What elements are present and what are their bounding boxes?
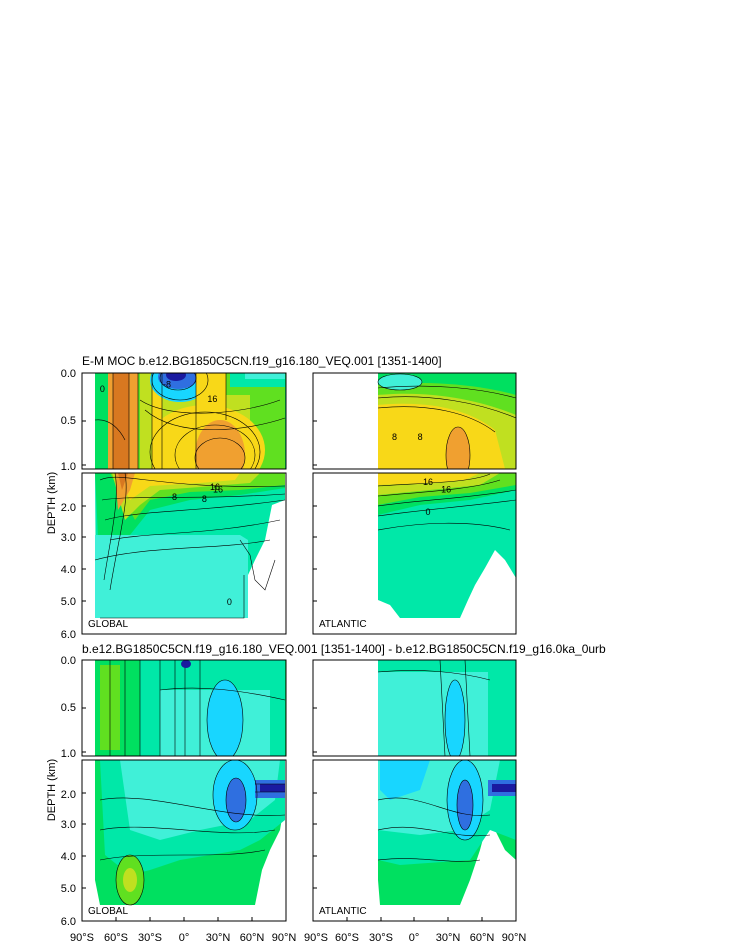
bottom-atlantic-upper-field	[313, 660, 516, 756]
top-atlantic-lower-field: 16	[313, 473, 516, 634]
y-ticks-bottom: 0.0 0.5 1.0 2.0 3.0 4.0 5.0 6.0	[61, 655, 76, 928]
contour-label-16-atl: 16	[423, 477, 433, 487]
y-tick-label: 3.0	[61, 819, 76, 831]
contour-value-label: 0	[227, 597, 232, 607]
bottom-global-upper-field	[82, 660, 286, 756]
contour-value-label: 16	[207, 394, 217, 404]
top-figure-title: E-M MOC b.e12.BG1850C5CN.f19_g16.180_VEQ…	[82, 354, 442, 368]
y-tick-label: 0.5	[61, 415, 76, 427]
y-tick-label: 4.0	[61, 851, 76, 863]
y-tick-label: 0.0	[61, 655, 76, 667]
x-tick-label: 90°N	[272, 932, 297, 944]
x-ticks-atlantic: 90°S 60°S 30°S 0° 30°N 60°N 90°N	[304, 932, 526, 944]
x-tick-label: 30°N	[436, 932, 461, 944]
y-tick-label: 0.0	[61, 368, 76, 380]
contour-value-label: 8	[202, 494, 207, 504]
y-tick-label: 6.0	[61, 629, 76, 641]
contour-value-label: 16	[441, 484, 451, 494]
bottom-global-lower-field	[82, 760, 286, 921]
x-tick-label: 0°	[179, 932, 190, 944]
bottom-figure-title: b.e12.BG1850C5CN.f19_g16.180_VEQ.001 [13…	[82, 642, 606, 656]
x-tick-label: 0°	[409, 932, 420, 944]
panel-label-atlantic-top: ATLANTIC	[319, 619, 367, 630]
y-tick-label: 1.0	[61, 461, 76, 473]
x-tick-label: 30°S	[369, 932, 393, 944]
contour-value-label: 16	[213, 484, 223, 494]
contour-value-label: 8	[418, 432, 423, 442]
y-tick-label: 3.0	[61, 532, 76, 544]
top-global-upper-field	[82, 373, 286, 469]
x-tick-label: 60°N	[240, 932, 265, 944]
x-tick-label: 60°N	[470, 932, 495, 944]
contour-value-label: 0	[426, 507, 431, 517]
contour-value-label: 0	[100, 384, 105, 394]
x-tick-label: 60°S	[335, 932, 359, 944]
y-tick-label: 2.0	[61, 502, 76, 514]
bottom-atlantic-lower-field	[313, 760, 516, 921]
panel-label-atlantic-bottom: ATLANTIC	[319, 906, 367, 917]
y-tick-label: 1.0	[61, 748, 76, 760]
y-tick-label: 5.0	[61, 596, 76, 608]
x-tick-label: 60°S	[104, 932, 128, 944]
x-tick-label: 30°N	[206, 932, 231, 944]
y-tick-label: 0.5	[61, 702, 76, 714]
panel-label-global-bottom: GLOBAL	[88, 906, 128, 917]
y-tick-label: 2.0	[61, 789, 76, 801]
y-axis-label-top: DEPTH (km)	[46, 472, 58, 534]
y-tick-label: 4.0	[61, 564, 76, 576]
top-global-lower-field: 16 8	[82, 473, 286, 634]
x-ticks-global: 90°S 60°S 30°S 0° 30°N 60°N 90°N	[70, 932, 296, 944]
x-tick-label: 90°S	[304, 932, 328, 944]
contour-label-marks: 0 -8 16 16 8 0 8 16 0	[100, 379, 451, 607]
contour-value-label: -8	[163, 379, 171, 389]
contour-label-16: 16	[210, 482, 220, 492]
contour-label-8: 8	[172, 492, 177, 502]
x-tick-label: 90°S	[70, 932, 94, 944]
x-tick-label: 90°N	[502, 932, 527, 944]
x-tick-label: 30°S	[138, 932, 162, 944]
y-tick-label: 6.0	[61, 916, 76, 928]
y-axis-label-bottom: DEPTH (km)	[46, 759, 58, 821]
top-global-lower-frame	[81, 472, 287, 635]
y-tick-label: 5.0	[61, 883, 76, 895]
tick-marks	[82, 420, 483, 921]
top-atlantic-upper-field: 8	[313, 373, 516, 469]
contour-label-8-atl: 8	[392, 432, 397, 442]
y-ticks-top: 0.0 0.5 1.0 2.0 3.0 4.0 5.0 6.0	[61, 368, 76, 641]
top-atlantic-lower-frame	[312, 472, 517, 635]
panel-label-global-top: GLOBAL	[88, 619, 128, 630]
